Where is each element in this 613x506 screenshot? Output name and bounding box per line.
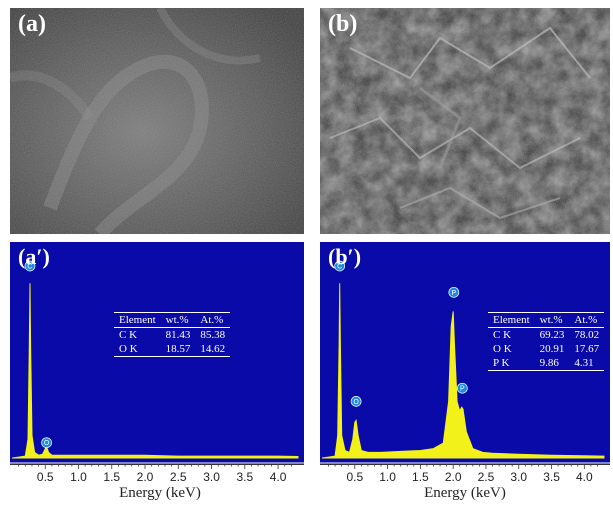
table-row: C K 69.23 78.02 (488, 328, 604, 343)
panel-label-b: (b) (328, 11, 358, 37)
x-tick-label: 4.0 (576, 470, 593, 484)
peak-marker-label: C (27, 264, 32, 271)
peak-marker-label: P (460, 386, 465, 393)
cell-wt: 20.91 (539, 343, 565, 355)
peak-marker-label: O (44, 440, 50, 447)
header-wt: wt.% (165, 314, 189, 326)
panel-label-b-prime: (b′) (328, 244, 362, 269)
sem-image-b-texture (320, 8, 610, 234)
sem-image-a: (a) (10, 8, 304, 234)
x-axis-a-prime: 0.5 1.0 1.5 2.0 2.5 3.0 3.5 4.0 (10, 464, 304, 484)
cell-at: 78.02 (574, 329, 600, 341)
header-element: Element (119, 314, 156, 326)
header-wt: wt.% (539, 314, 563, 326)
table-row: O K 20.91 17.67 (488, 342, 604, 356)
element-table-b-prime: Element wt.% At.% C K 69.23 78.02 O K 20… (488, 312, 605, 371)
cell-element: O K (493, 343, 512, 355)
table-row: O K 18.57 14.62 (114, 342, 231, 357)
panel-label-a-prime: (a′) (18, 244, 50, 269)
x-tick-label: 1.0 (70, 470, 87, 484)
cell-wt: 69.23 (539, 329, 565, 341)
x-axis-b-prime: 0.5 1.0 1.5 2.0 2.5 3.0 3.5 4.0 (320, 464, 610, 484)
peak-marker-o: O (41, 437, 52, 449)
eds-spectrum-a-prime: CO (10, 260, 304, 464)
cell-element: C K (119, 329, 138, 341)
element-table-header: Element wt.% At.% (114, 312, 231, 328)
x-tick-label: 0.5 (346, 470, 363, 484)
peak-marker-o: O (350, 396, 362, 407)
eds-spectrum-b-prime: C O P P (320, 260, 610, 464)
cell-element: C K (493, 329, 512, 341)
cell-at: 17.67 (574, 343, 600, 355)
sem-image-b: (b) (320, 8, 610, 234)
header-at: At.% (574, 314, 598, 326)
x-tick-label: 1.5 (412, 470, 429, 484)
x-tick-label: 3.5 (236, 470, 253, 484)
peak-marker-label: O (353, 399, 359, 406)
element-table-header: Element wt.% At.% (488, 312, 605, 328)
element-table-a-prime: Element wt.% At.% C K 81.43 85.38 O K 18… (114, 312, 231, 357)
cell-wt: 81.43 (165, 329, 191, 341)
cell-at: 14.62 (200, 343, 226, 355)
cell-wt: 18.57 (165, 343, 191, 355)
x-axis-label-a-prime: Energy (keV) (119, 485, 201, 501)
peak-marker-p: P (456, 382, 468, 394)
x-tick-label: 4.0 (270, 470, 287, 484)
table-row: P K 9.86 4.31 (488, 356, 605, 371)
panel-label-a: (a) (18, 11, 46, 37)
peak-marker-label: P (451, 290, 456, 297)
x-tick-label: 3.0 (203, 470, 220, 484)
cell-at: 85.38 (200, 329, 226, 341)
table-row: C K 81.43 85.38 (114, 328, 230, 343)
x-tick-label: 2.5 (170, 470, 187, 484)
x-tick-label: 2.0 (137, 470, 154, 484)
sem-image-a-texture (10, 8, 304, 234)
header-element: Element (493, 314, 530, 326)
x-axis-label-b-prime: Energy (keV) (424, 485, 506, 501)
spectrum-series (11, 283, 299, 459)
spectrum-series (321, 283, 605, 459)
x-tick-label: 2.0 (445, 470, 462, 484)
peak-marker-p: P (448, 286, 460, 298)
cell-wt: 9.86 (539, 357, 559, 369)
peak-marker-c: C (334, 260, 346, 272)
x-tick-label: 3.5 (543, 470, 560, 484)
peak-marker-c: C (24, 260, 36, 272)
cell-element: O K (119, 343, 138, 355)
x-tick-label: 1.0 (379, 470, 396, 484)
peak-marker-label: C (337, 264, 342, 271)
eds-panel-b-prime: C O P P (b′) Element wt.% At.% C K 69.23 78… (320, 242, 613, 504)
cell-at: 4.31 (574, 357, 594, 369)
x-tick-label: 2.5 (478, 470, 495, 484)
eds-plot-area-b-prime: C O P P (b′) Element wt.% At.% C K 69.23 78… (320, 242, 610, 464)
x-tick-label: 3.0 (510, 470, 527, 484)
cell-element: P K (493, 357, 510, 369)
header-at: At.% (200, 314, 224, 326)
x-tick-label: 1.5 (103, 470, 120, 484)
x-tick-label: 0.5 (37, 470, 54, 484)
